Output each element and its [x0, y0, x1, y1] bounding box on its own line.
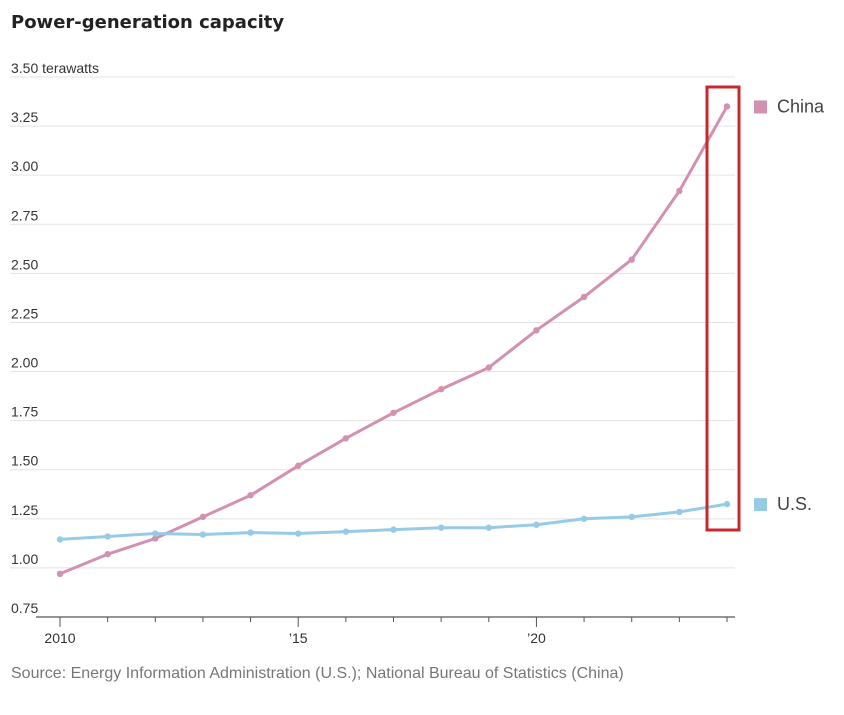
- data-point-us: [247, 529, 254, 536]
- data-point-us: [342, 528, 350, 535]
- data-point-china: [390, 409, 397, 416]
- data-point-us: [56, 536, 64, 543]
- series-line-us: [58, 502, 729, 541]
- y-tick-label: 1.50: [11, 453, 38, 469]
- data-point-us: [723, 500, 731, 508]
- data-point-china: [485, 364, 492, 371]
- data-point-us: [437, 524, 445, 531]
- data-point-china: [342, 435, 350, 442]
- data-point-china: [104, 550, 111, 558]
- y-tick-label: 3.00: [11, 158, 38, 174]
- highlight-box: [705, 85, 741, 532]
- y-tick-label: 2.00: [11, 355, 38, 371]
- y-tick-label: 1.25: [11, 502, 38, 518]
- legend-label-us: U.S.: [777, 494, 812, 514]
- y-tick-label: 0.75: [11, 600, 38, 616]
- legend-swatch-us: [754, 498, 767, 512]
- chart-title: Power-generation capacity: [11, 12, 285, 33]
- x-tick-label: ’15: [289, 630, 308, 646]
- data-point-china: [199, 513, 207, 521]
- data-point-china: [580, 293, 588, 301]
- y-tick-label: 2.75: [11, 207, 38, 223]
- data-point-china: [437, 386, 445, 393]
- data-point-us: [104, 533, 111, 540]
- data-point-china: [628, 256, 635, 263]
- data-point-china: [533, 327, 540, 334]
- data-point-us: [295, 530, 302, 537]
- data-point-us: [485, 524, 492, 531]
- y-tick-label: 1.00: [11, 551, 38, 567]
- data-point-us: [628, 513, 635, 521]
- data-point-us: [676, 508, 683, 516]
- legend-swatch-china: [754, 100, 767, 114]
- x-tick-label: ’20: [527, 630, 546, 646]
- legend-label-china: China: [777, 96, 825, 116]
- data-point-us: [199, 531, 207, 538]
- y-tick-label: 1.75: [11, 404, 38, 420]
- source-note: Source: Energy Information Administratio…: [11, 665, 624, 682]
- y-tick-label: 2.50: [11, 256, 38, 272]
- data-point-us: [390, 526, 397, 533]
- data-point-china: [152, 535, 159, 542]
- data-point-china: [676, 187, 683, 195]
- data-point-us: [152, 530, 159, 537]
- y-tick-label: 3.25: [11, 109, 38, 125]
- series-line-china: [58, 105, 729, 576]
- data-point-us: [580, 515, 588, 523]
- data-point-us: [533, 521, 540, 528]
- data-point-china: [247, 492, 254, 499]
- x-tick-label: 2010: [44, 630, 75, 646]
- data-point-china: [56, 570, 64, 577]
- y-tick-label: 3.50 terawatts: [11, 60, 99, 76]
- y-tick-label: 2.25: [11, 305, 38, 321]
- data-point-china: [723, 103, 731, 110]
- data-point-china: [295, 462, 302, 469]
